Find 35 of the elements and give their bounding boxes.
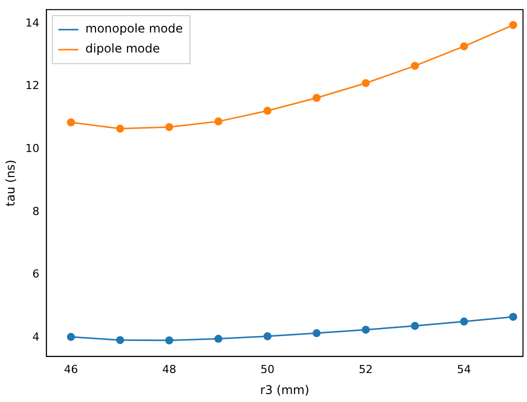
- point: [214, 117, 222, 126]
- legend-label: monopole mode: [85, 22, 183, 36]
- point: [410, 322, 419, 330]
- point: [460, 42, 468, 50]
- point: [362, 326, 370, 334]
- y-axis-title: tau (ns): [3, 160, 18, 206]
- y-tick-label: 4: [32, 330, 40, 344]
- point: [116, 124, 124, 133]
- x-tick-label: 50: [260, 362, 274, 376]
- point: [66, 118, 75, 126]
- point: [362, 79, 370, 88]
- point: [312, 94, 321, 102]
- x-tick-label: 46: [64, 362, 78, 376]
- legend-label: dipole mode: [85, 42, 160, 56]
- y-tick-label: 14: [25, 16, 40, 30]
- y-tick-label: 6: [32, 268, 40, 281]
- point: [165, 336, 174, 344]
- point: [116, 336, 124, 344]
- x-tick-label: 52: [358, 362, 373, 376]
- x-tick-label: 54: [457, 362, 472, 376]
- point: [460, 318, 468, 326]
- point: [66, 332, 75, 341]
- y-tick-label: 8: [32, 204, 40, 218]
- y-tick-label: 10: [25, 142, 40, 155]
- y-tick-label: 12: [25, 79, 40, 92]
- point: [264, 106, 272, 115]
- point: [312, 329, 321, 338]
- point: [264, 332, 272, 340]
- x-axis-title: r3 (mm): [260, 382, 310, 397]
- point: [509, 20, 518, 29]
- point: [509, 312, 518, 321]
- point: [410, 62, 419, 70]
- x-tick-label: 48: [162, 362, 176, 376]
- point: [165, 123, 174, 132]
- point: [214, 334, 222, 343]
